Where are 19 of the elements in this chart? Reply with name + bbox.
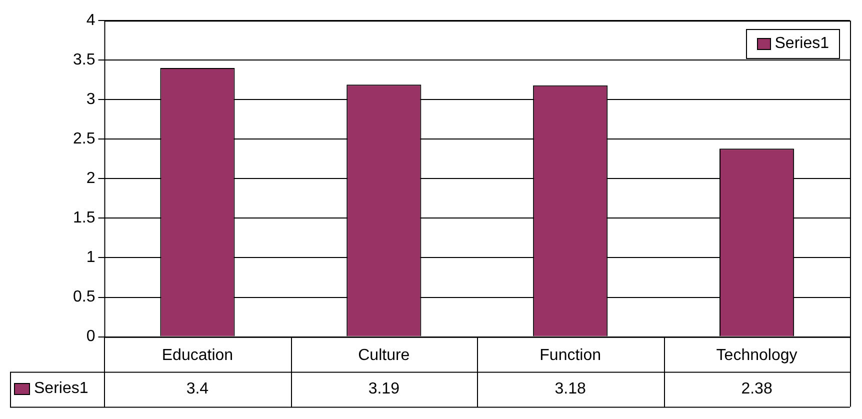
- y-tick-label: 0: [86, 328, 96, 346]
- y-tick-label: 3: [86, 91, 96, 108]
- y-tick-label: 1: [86, 249, 96, 266]
- x-tick-label: Technology: [716, 346, 798, 364]
- y-tick-label: 3.5: [72, 52, 96, 69]
- y-tick-label: 2: [86, 170, 96, 188]
- y-tick-label: 2.5: [72, 130, 96, 148]
- y-tick-label: 1.5: [72, 210, 96, 227]
- y-tick-label: 0.5: [72, 288, 96, 306]
- data-label: 3.18: [554, 380, 586, 398]
- x-tick-label: Culture: [358, 346, 410, 364]
- x-tick-label: Education: [162, 346, 234, 364]
- data-label: 3.19: [368, 380, 400, 398]
- legend-label: Series1: [774, 34, 829, 53]
- data-label: 2.38: [741, 380, 772, 398]
- x-tick-label: Function: [540, 346, 602, 364]
- text: Series1: [34, 380, 88, 397]
- data-label: 3.4: [186, 380, 209, 398]
- y-tick-label: 4: [86, 12, 96, 30]
